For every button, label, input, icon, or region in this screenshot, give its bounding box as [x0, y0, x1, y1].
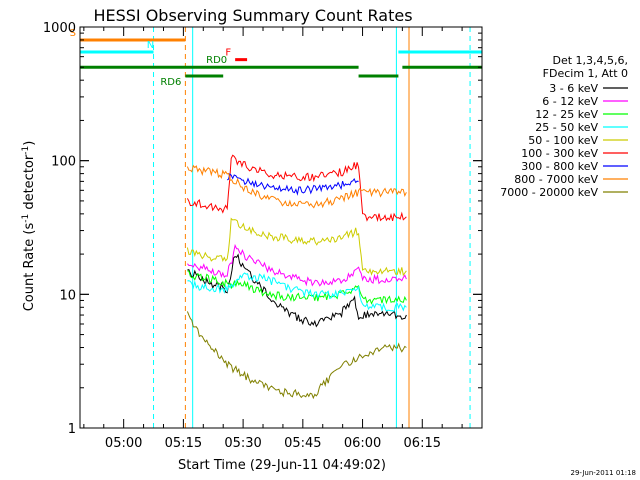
- series-line-3: [187, 272, 407, 313]
- plot-frame: [79, 26, 483, 429]
- legend-label-0: 3 - 6 keV: [549, 82, 598, 95]
- x-tick-label: 05:45: [284, 436, 321, 451]
- legend-label-5: 100 - 300 keV: [521, 147, 598, 160]
- x-tick-label: 05:30: [224, 436, 261, 451]
- flag-label-rd6: RD6: [160, 77, 181, 88]
- legend-label-7: 800 - 7000 keV: [514, 173, 598, 186]
- legend-header-decim: FDecim 1, Att 0: [543, 67, 628, 80]
- series-line-5: [186, 154, 407, 223]
- x-tick-label: 05:00: [105, 436, 142, 451]
- legend-header-detectors: Det 1,3,4,5,6,: [552, 54, 628, 67]
- y-tick-label: 10: [59, 288, 76, 303]
- x-tick-label: 06:15: [404, 436, 441, 451]
- legend-label-1: 6 - 12 keV: [542, 95, 598, 108]
- legend-label-4: 50 - 100 keV: [528, 134, 598, 147]
- legend-label-8: 7000 - 20000 keV: [500, 186, 598, 199]
- flag-label-f: F: [225, 48, 231, 59]
- flag-label-n: N: [147, 40, 154, 51]
- series-line-7: [186, 164, 407, 209]
- series-line-6: [226, 172, 359, 196]
- plot-timestamp: 29-Jun-2011 01:18: [571, 469, 637, 477]
- y-tick-label: 1000: [43, 21, 76, 36]
- legend-label-3: 25 - 50 keV: [535, 121, 598, 134]
- legend-label-2: 12 - 25 keV: [535, 108, 598, 121]
- x-tick-label: 06:00: [344, 436, 381, 451]
- flag-label-rd0: RD0: [206, 55, 227, 66]
- series-line-8: [186, 311, 407, 400]
- series-line-1: [187, 243, 407, 287]
- series-line-0: [187, 253, 407, 328]
- x-axis-label: Start Time (29-Jun-11 04:49:02): [178, 458, 386, 473]
- flag-label-s: S: [70, 28, 76, 39]
- chart-title: HESSI Observing Summary Count Rates: [93, 6, 412, 25]
- y-axis-label: Count Rate (s-1 detector-1): [21, 141, 37, 312]
- legend-label-6: 300 - 800 keV: [521, 160, 598, 173]
- y-tick-label: 100: [51, 155, 76, 170]
- x-tick-label: 05:15: [165, 436, 202, 451]
- y-tick-label: 1: [68, 422, 76, 437]
- series-line-2: [187, 270, 407, 305]
- axes: 1 10 100 1000 05:00 05:15 05:30 05:45 06:00 06:15: [43, 21, 483, 451]
- series-line-4: [186, 217, 407, 277]
